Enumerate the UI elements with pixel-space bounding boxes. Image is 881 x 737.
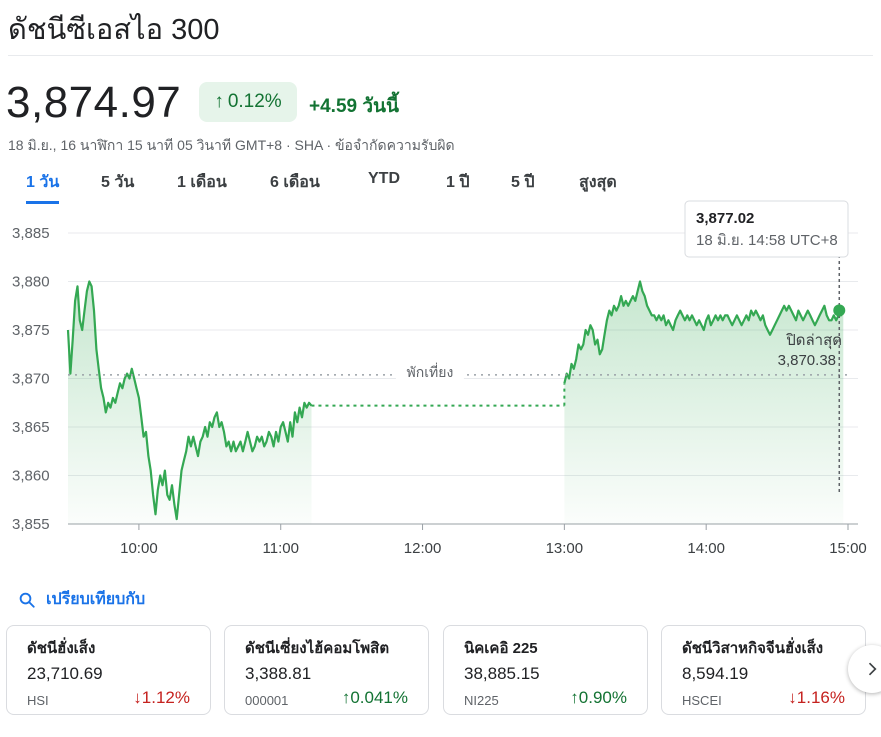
compare-button[interactable]: เปรียบเทียบกับ [18, 587, 145, 612]
card-index-symbol: HSI [27, 693, 49, 708]
card-index-symbol: NI225 [464, 693, 499, 708]
range-tabs: 1 วัน 5 วัน 1 เดือน 6 เดือน YTD 1 ปี 5 ป… [0, 170, 700, 204]
hover-dot [833, 304, 846, 317]
change-absolute: +4.59 วันนี้ [309, 96, 399, 117]
card-index-change: ↓1.16% [788, 688, 845, 708]
y-tick-label: 3,860 [12, 468, 50, 485]
tab-6m[interactable]: 6 เดือน [270, 174, 320, 191]
y-tick-label: 3,885 [12, 225, 50, 242]
x-tick-label: 14:00 [687, 540, 725, 557]
y-tick-label: 3,870 [12, 371, 50, 388]
x-tick-label: 13:00 [546, 540, 584, 557]
card-index-change: ↑0.041% [342, 688, 408, 708]
chevron-right-icon [868, 662, 877, 676]
tab-1m[interactable]: 1 เดือน [177, 174, 227, 191]
arrow-up-icon: ↑ [341, 688, 351, 707]
tab-5y[interactable]: 5 ปี [511, 174, 535, 191]
arrow-down-icon: ↓ [788, 688, 797, 707]
x-tick-label: 10:00 [120, 540, 158, 557]
card-index-value: 38,885.15 [464, 664, 540, 683]
change-percent: 0.12% [227, 91, 282, 112]
tab-5d[interactable]: 5 วัน [101, 174, 135, 191]
current-price: 3,874.97 [6, 78, 182, 127]
card-change-text: 0.90% [578, 688, 627, 707]
tooltip-time: 18 มิ.ย. 14:58 UTC+8 [696, 232, 838, 249]
header-divider [8, 55, 873, 56]
morning-session-area [68, 281, 312, 524]
y-axis: 3,885 3,880 3,875 3,870 3,865 3,860 3,855 [12, 225, 50, 533]
tab-max[interactable]: สูงสุด [579, 174, 617, 191]
card-change-text: 1.12% [141, 688, 190, 707]
previous-close-value: 3,870.38 [778, 352, 836, 369]
lunch-break-label: พักเที่ยง [407, 363, 454, 380]
y-tick-label: 3,855 [12, 516, 50, 533]
card-index-change: ↓1.12% [133, 688, 190, 708]
chart-annotations: พักเที่ยง ปิดล่าสุด 3,870.38 3,877.02 18 มิ.… [68, 200, 849, 494]
compare-card[interactable]: ดัชนีฮั่งเส็ง 23,710.69 HSI ↓1.12% [6, 625, 211, 715]
lunch-label-bg [395, 361, 464, 382]
chart-tooltip: 3,877.02 18 มิ.ย. 14:58 UTC+8 [684, 200, 849, 258]
card-index-value: 23,710.69 [27, 664, 103, 683]
card-index-value: 3,388.81 [245, 664, 312, 683]
tab-1y[interactable]: 1 ปี [446, 174, 470, 191]
afternoon-session-area [564, 281, 844, 524]
card-index-symbol: HSCEI [682, 693, 722, 708]
quote-meta: 18 มิ.ย., 16 นาฬิกา 15 นาที 05 วินาที GM… [8, 137, 455, 153]
card-index-name: นิคเคอิ 225 [464, 640, 538, 657]
afternoon-session-line [563, 280, 845, 384]
arrow-up-icon: ↑ [214, 91, 224, 112]
compare-label: เปรียบเทียบกับ [46, 591, 146, 608]
card-index-name: ดัชนีฮั่งเส็ง [27, 640, 96, 657]
compare-card[interactable]: นิคเคอิ 225 38,885.15 NI225 ↑0.90% [443, 625, 648, 715]
arrow-down-icon: ↓ [133, 688, 142, 707]
tooltip-value: 3,877.02 [696, 210, 754, 227]
y-tick-label: 3,875 [12, 322, 50, 339]
card-index-change: ↑0.90% [570, 688, 627, 708]
chart-lines [66, 280, 845, 521]
tab-1d[interactable]: 1 วัน [26, 170, 60, 204]
y-tick-label: 3,865 [12, 419, 50, 436]
compare-card[interactable]: ดัชนีเซี่ยงไฮ้คอมโพสิต 3,388.81 000001 ↑0.0… [224, 625, 429, 715]
price-chart[interactable]: 3,885 3,880 3,875 3,870 3,865 3,860 3,855 10:0… [0, 200, 881, 570]
morning-session-line [66, 280, 313, 521]
x-tick-label: 15:00 [829, 540, 867, 557]
card-index-symbol: 000001 [245, 693, 289, 708]
search-icon [19, 592, 35, 608]
tab-ytd[interactable]: YTD [368, 170, 400, 187]
card-index-name: ดัชนีเซี่ยงไฮ้คอมโพสิต [245, 640, 390, 657]
chart-areas [68, 281, 844, 524]
card-index-name: ดัชนีวิสาหกิจจีนฮั่งเส็ง [682, 640, 824, 657]
x-tick-label: 11:00 [263, 540, 299, 557]
tooltip-box [684, 200, 849, 258]
y-tick-label: 3,880 [12, 274, 50, 291]
x-tick-label: 12:00 [404, 540, 442, 557]
card-change-text: 0.041% [350, 688, 408, 707]
arrow-up-icon: ↑ [570, 688, 579, 707]
page-title: ดัชนีซีเอสไอ 300 [8, 14, 220, 46]
next-cards-button[interactable] [848, 645, 881, 693]
compare-card[interactable]: ดัชนีวิสาหกิจจีนฮั่งเส็ง 8,594.19 HSCEI ↓1.… [661, 625, 866, 715]
card-index-value: 8,594.19 [682, 664, 749, 683]
previous-close-label: ปิดล่าสุด [785, 332, 842, 350]
card-change-text: 1.16% [796, 688, 845, 707]
x-axis: 10:00 11:00 12:00 13:00 14:00 15:00 [120, 524, 867, 557]
change-percent-badge: ↑ 0.12% [199, 82, 297, 122]
